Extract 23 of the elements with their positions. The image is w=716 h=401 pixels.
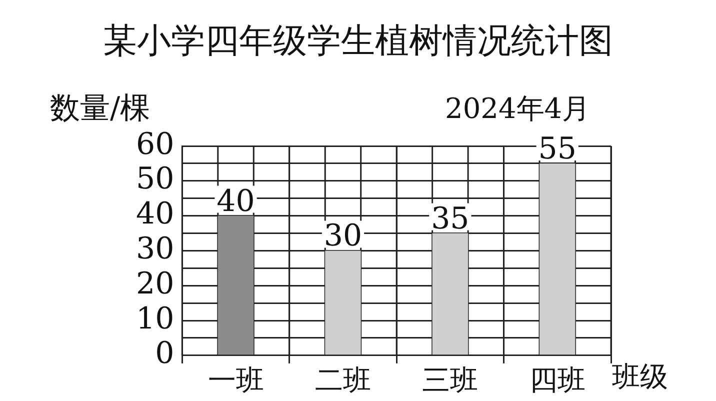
- y-tick-label: 0: [155, 336, 174, 372]
- bar: [325, 250, 361, 355]
- y-tick-label: 30: [136, 231, 174, 266]
- y-tick-label: 40: [136, 196, 174, 232]
- bar: [540, 163, 576, 355]
- y-tick-label: 10: [136, 301, 174, 336]
- y-tick-label: 20: [136, 266, 174, 302]
- x-axis-title: 班级: [612, 359, 668, 395]
- x-tick-label: 一班: [208, 363, 264, 396]
- data-label: 30: [324, 218, 362, 254]
- x-tick-label: 三班: [422, 363, 478, 396]
- bar: [432, 233, 468, 355]
- chart-subtitle: 2024年4月: [445, 91, 590, 127]
- data-label: 40: [216, 184, 255, 219]
- x-tick-label: 四班: [529, 363, 586, 396]
- data-label: 55: [538, 131, 576, 166]
- chart-title: 某小学四年级学生植树情况统计图: [102, 20, 614, 63]
- y-tick-label: 60: [136, 126, 174, 162]
- bar: [218, 216, 254, 355]
- y-tick-label: 50: [136, 162, 174, 197]
- x-tick-label: 二班: [314, 363, 371, 396]
- data-label: 35: [431, 201, 470, 236]
- y-axis-title: 数量/棵: [50, 91, 150, 126]
